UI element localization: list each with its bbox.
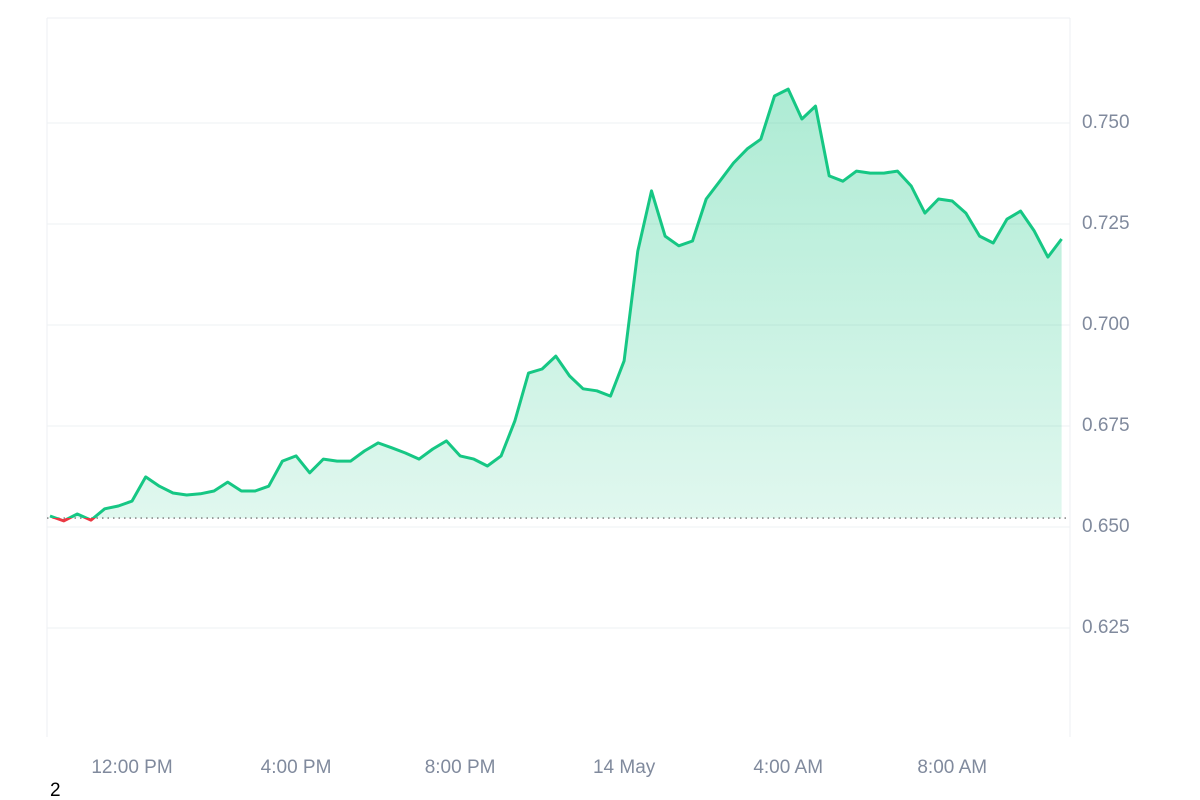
- x-tick-label: 14 May: [593, 757, 656, 778]
- price-line: [49, 87, 1063, 523]
- price-area: [50, 89, 1062, 519]
- y-tick-label: 0.625: [1082, 617, 1130, 638]
- y-tick-label: 0.700: [1082, 314, 1130, 335]
- y-tick-label: 0.650: [1082, 516, 1130, 537]
- y-tick-label: 0.725: [1082, 213, 1130, 234]
- x-tick-label: 12:00 PM: [91, 757, 172, 778]
- y-tick-label: 0.750: [1082, 112, 1130, 133]
- x-tick-label: 8:00 PM: [425, 757, 496, 778]
- x-tick-label: 4:00 PM: [261, 757, 332, 778]
- x-tick-label: 4:00 AM: [753, 757, 823, 778]
- y-tick-label: 0.675: [1082, 415, 1130, 436]
- footer-text: 2: [50, 780, 61, 800]
- x-tick-label: 8:00 AM: [917, 757, 987, 778]
